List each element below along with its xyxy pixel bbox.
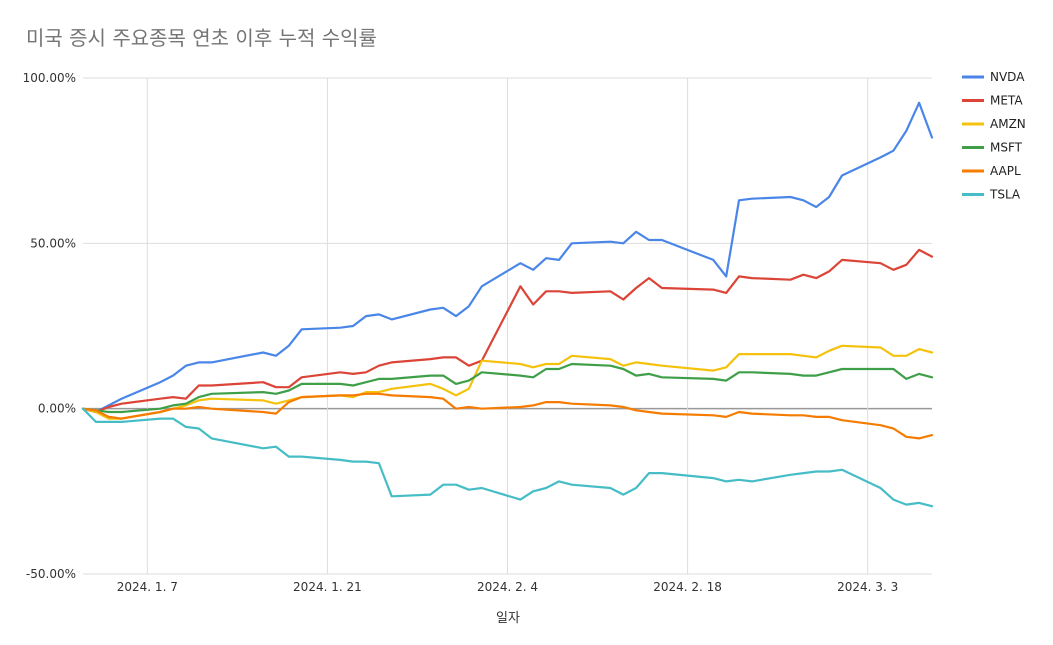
- series-line-nvda: [81, 101, 934, 414]
- x-tick-label: 2024. 1. 7: [117, 580, 178, 594]
- chart-title: 미국 증시 주요종목 연초 이후 누적 수익률: [26, 26, 377, 50]
- legend-label-nvda: NVDA: [990, 70, 1025, 84]
- label-layer: 100.00% 50.00% 0.00% -50.00% 2024. 1. 7 2024.…: [23, 71, 899, 594]
- legend-label-meta: META: [990, 94, 1023, 108]
- x-tick-label: 2024. 2. 18: [653, 580, 722, 594]
- series-line-tsla: [81, 407, 934, 508]
- legend-label-tsla: TSLA: [989, 188, 1021, 202]
- legend-label-msft: MSFT: [990, 141, 1023, 155]
- legend: NVDA META AMZN MSFT AAPL TSLA: [962, 70, 1026, 202]
- y-tick-label: 50.00%: [30, 236, 76, 250]
- legend-label-amzn: AMZN: [990, 117, 1026, 131]
- legend-label-aapl: AAPL: [990, 164, 1021, 178]
- y-tick-label: -50.00%: [26, 567, 76, 581]
- y-tick-label: 0.00%: [38, 402, 76, 416]
- series-line-amzn: [81, 344, 934, 420]
- x-tick-label: 2024. 1. 21: [293, 580, 362, 594]
- series-line-aapl: [81, 392, 934, 440]
- series-line-msft: [81, 362, 934, 414]
- series-layer: [81, 101, 934, 508]
- x-tick-label: 2024. 3. 3: [837, 580, 898, 594]
- grid-layer: [83, 77, 932, 575]
- x-axis-title: 일자: [496, 611, 520, 626]
- x-tick-label: 2024. 2. 4: [477, 580, 538, 594]
- series-line-meta: [81, 248, 934, 414]
- y-tick-label: 100.00%: [23, 71, 76, 85]
